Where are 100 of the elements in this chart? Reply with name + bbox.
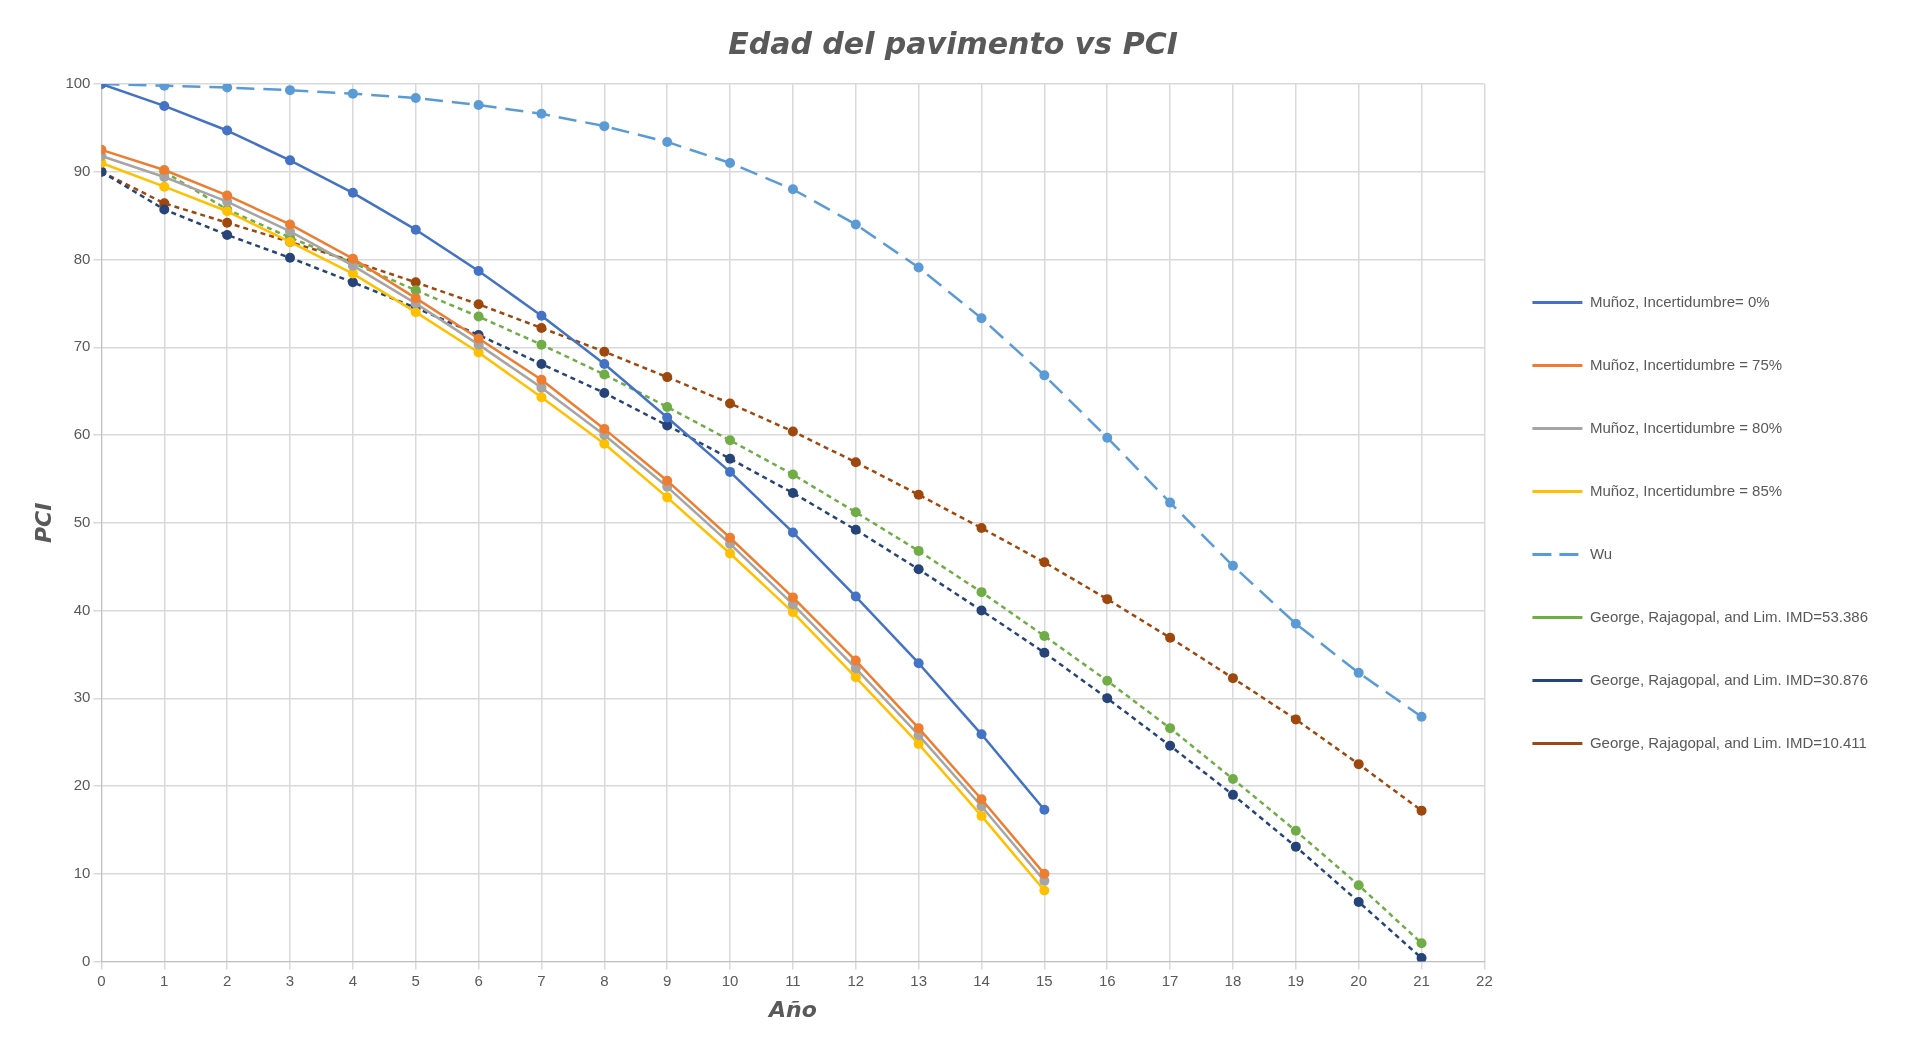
point bbox=[473, 299, 484, 310]
x-tick-label: 15 bbox=[1036, 971, 1053, 989]
x-tick-label: 5 bbox=[411, 971, 420, 989]
point bbox=[1353, 896, 1364, 907]
point bbox=[410, 93, 421, 104]
point bbox=[222, 229, 233, 240]
point bbox=[536, 358, 547, 369]
point bbox=[1227, 774, 1238, 785]
point bbox=[347, 277, 358, 288]
point bbox=[976, 729, 987, 740]
point bbox=[850, 524, 861, 535]
x-tick-label: 14 bbox=[973, 971, 990, 989]
point bbox=[1227, 673, 1238, 684]
point bbox=[1039, 631, 1050, 642]
point bbox=[536, 392, 547, 403]
point bbox=[1290, 714, 1301, 725]
point bbox=[1102, 594, 1113, 605]
x-tick-label: 4 bbox=[348, 971, 358, 989]
y-tick-label: 0 bbox=[82, 951, 91, 969]
point bbox=[222, 84, 233, 93]
point bbox=[1290, 825, 1301, 836]
point bbox=[1227, 560, 1238, 571]
point bbox=[1290, 618, 1301, 629]
point bbox=[662, 401, 673, 412]
point bbox=[1039, 804, 1050, 815]
point bbox=[1416, 711, 1427, 722]
x-tick-label: 13 bbox=[910, 971, 927, 989]
point bbox=[1039, 885, 1050, 896]
point bbox=[222, 125, 233, 136]
point bbox=[913, 262, 924, 273]
point bbox=[599, 346, 610, 357]
x-tick-label: 20 bbox=[1350, 971, 1368, 989]
point bbox=[725, 157, 736, 168]
point bbox=[725, 548, 736, 559]
y-tick-label: 10 bbox=[73, 863, 91, 881]
point bbox=[913, 545, 924, 556]
point bbox=[662, 136, 673, 147]
point bbox=[1039, 868, 1050, 879]
point bbox=[976, 523, 987, 534]
point bbox=[1039, 647, 1050, 658]
point bbox=[850, 457, 861, 468]
point bbox=[850, 219, 861, 230]
point bbox=[1102, 432, 1113, 443]
point bbox=[976, 313, 987, 324]
point bbox=[1416, 938, 1427, 949]
x-tick-label: 22 bbox=[1476, 971, 1493, 989]
point bbox=[536, 108, 547, 119]
point bbox=[850, 507, 861, 518]
legend-label: George, Rajagopal, and Lim. IMD=30.876 bbox=[1589, 670, 1869, 688]
point bbox=[1416, 953, 1427, 962]
point bbox=[1102, 693, 1113, 704]
y-tick-label: 80 bbox=[73, 249, 91, 267]
point bbox=[410, 224, 421, 235]
point bbox=[725, 466, 736, 477]
x-tick-label: 19 bbox=[1287, 971, 1305, 989]
y-tick-label: 70 bbox=[73, 337, 91, 355]
point bbox=[285, 219, 296, 230]
point bbox=[473, 333, 484, 344]
point bbox=[976, 587, 987, 598]
point bbox=[787, 487, 798, 498]
point bbox=[159, 100, 170, 111]
y-tick-label: 40 bbox=[73, 600, 91, 618]
point bbox=[662, 492, 673, 503]
x-tick-label: 3 bbox=[285, 971, 295, 989]
point bbox=[725, 435, 736, 446]
legend-label: Muñoz, Incertidumbre = 85% bbox=[1589, 481, 1783, 499]
point bbox=[473, 100, 484, 111]
point bbox=[1165, 723, 1176, 734]
legend-label: George, Rajagopal, and Lim. IMD=53.386 bbox=[1589, 607, 1869, 625]
point bbox=[1039, 557, 1050, 568]
legend-label: Muñoz, Incertidumbre = 75% bbox=[1589, 355, 1783, 373]
point bbox=[1353, 667, 1364, 678]
point bbox=[1353, 880, 1364, 891]
point bbox=[1039, 370, 1050, 381]
point bbox=[976, 810, 987, 821]
x-tick-label: 9 bbox=[663, 971, 672, 989]
point bbox=[347, 88, 358, 99]
point bbox=[285, 85, 296, 96]
x-tick-label: 10 bbox=[721, 971, 739, 989]
x-tick-label: 12 bbox=[847, 971, 865, 989]
point bbox=[662, 372, 673, 383]
point bbox=[222, 190, 233, 201]
legend-label: Wu bbox=[1589, 544, 1613, 562]
point bbox=[913, 489, 924, 500]
point bbox=[787, 592, 798, 603]
point bbox=[1290, 841, 1301, 852]
point bbox=[1416, 805, 1427, 816]
x-tick-label: 7 bbox=[537, 971, 546, 989]
point bbox=[662, 475, 673, 486]
point bbox=[1227, 789, 1238, 800]
x-tick-label: 11 bbox=[785, 971, 801, 989]
legend-label: George, Rajagopal, and Lim. IMD=10.411 bbox=[1589, 733, 1867, 751]
point bbox=[725, 532, 736, 543]
point bbox=[599, 358, 610, 369]
y-tick-label: 50 bbox=[73, 512, 91, 530]
point bbox=[1353, 759, 1364, 770]
chart-title: Edad del pavimento vs PCI bbox=[728, 25, 1178, 61]
point bbox=[536, 310, 547, 321]
point bbox=[725, 398, 736, 409]
point bbox=[285, 252, 296, 263]
